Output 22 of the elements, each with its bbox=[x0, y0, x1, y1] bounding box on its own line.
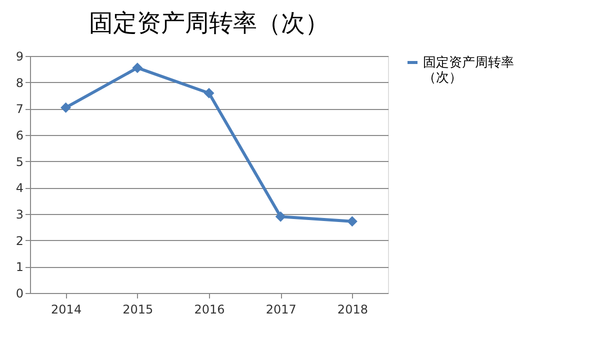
y-tick-label: 7 bbox=[16, 102, 24, 116]
point bbox=[346, 216, 358, 227]
y-tick-label: 4 bbox=[16, 181, 24, 196]
chart-title: 固定资产周转率（次） bbox=[89, 9, 329, 37]
y-tick-label: 1 bbox=[16, 260, 24, 274]
x-tick-label: 2016 bbox=[194, 302, 225, 316]
y-tick-label: 3 bbox=[16, 208, 24, 222]
x-tick-label: 2015 bbox=[122, 302, 154, 316]
x-tick-label: 2014 bbox=[51, 302, 82, 316]
point bbox=[132, 62, 143, 74]
y-tick-label: 0 bbox=[16, 286, 24, 300]
y-tick-label: 8 bbox=[16, 76, 24, 90]
y-tick-label: 2 bbox=[16, 234, 24, 248]
x-tick-label: 2017 bbox=[266, 302, 296, 316]
point bbox=[204, 88, 214, 98]
y-tick-label: 5 bbox=[16, 154, 24, 169]
legend-label: 固定资产周转率（次） bbox=[423, 54, 514, 86]
y-tick-label: 9 bbox=[16, 50, 24, 64]
point bbox=[275, 211, 286, 222]
y-tick-label: 6 bbox=[16, 128, 24, 142]
point bbox=[60, 102, 72, 113]
x-tick-label: 2018 bbox=[337, 302, 368, 316]
